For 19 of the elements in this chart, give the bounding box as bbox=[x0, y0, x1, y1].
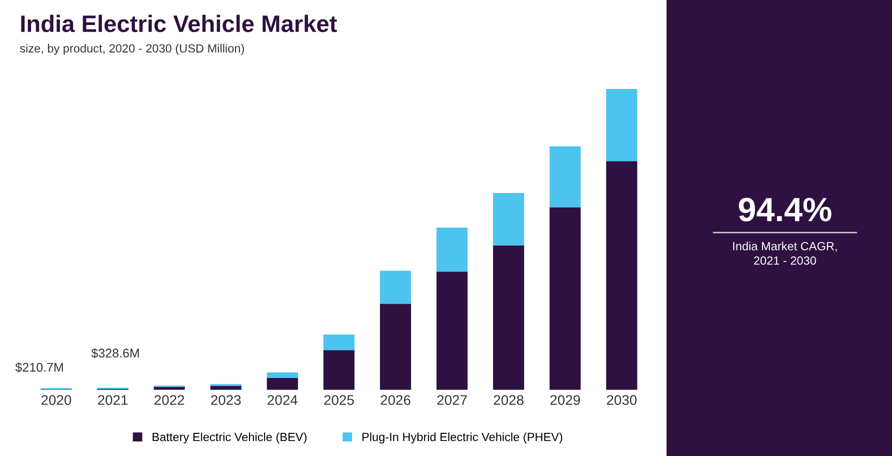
text: 94.4% bbox=[738, 198, 832, 222]
annotation: $328.6M bbox=[91, 348, 139, 358]
x-tick-label: 2023 bbox=[211, 395, 241, 405]
chart-title: India Electric Vehicle Market bbox=[21, 14, 337, 32]
legend-label: Battery Electric Vehicle (BEV) bbox=[152, 432, 306, 444]
annotation: $210.7M bbox=[15, 362, 63, 372]
x-tick-label: 2022 bbox=[154, 395, 184, 405]
legend-label: Plug-In Hybrid Electric Vehicle (PHEV) bbox=[362, 432, 562, 444]
x-tick-label: 2027 bbox=[437, 395, 467, 405]
x-tick-label: 2021 bbox=[98, 395, 128, 405]
x-tick-label: 2029 bbox=[550, 395, 580, 405]
x-tick-label: 2025 bbox=[324, 395, 354, 405]
chart-subtitle: size, by product, 2020 - 2030 (USD Million) bbox=[20, 44, 244, 55]
x-tick-label: 2024 bbox=[268, 395, 298, 405]
x-tick-label: 2020 bbox=[41, 395, 72, 405]
x-tick-label: 2030 bbox=[606, 395, 637, 405]
x-tick-label: 2028 bbox=[494, 395, 524, 405]
x-tick-label: 2026 bbox=[380, 395, 410, 405]
text: India Market CAGR, 2021 - 2030 bbox=[733, 242, 837, 265]
